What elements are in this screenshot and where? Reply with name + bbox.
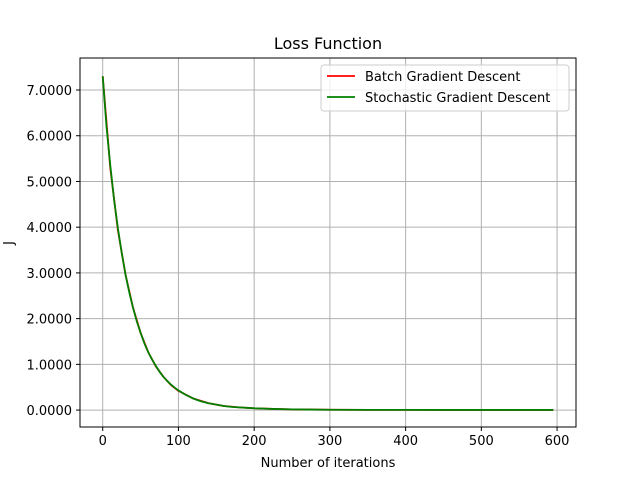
series-line-0 [101,76,554,411]
plot-frame [79,57,577,428]
y-tick-label: 4.0000 [27,221,73,236]
series-line-1 [101,76,554,411]
x-axis-label: Number of iterations [261,456,396,471]
x-tick-label: 600 [545,434,570,449]
y-axis: 0.0000 1.0000 2.0000 3.0000 4.0000 5.0000 6.00… [27,84,80,419]
y-axis-label: J [2,241,17,246]
x-tick-label: 100 [166,434,191,449]
y-tick-label: 3.0000 [27,267,73,282]
grid [80,58,576,427]
legend: Batch Gradient Descent Stochastic Gradien… [320,64,570,112]
chart-title: Loss Function [274,34,382,53]
legend-box [320,64,570,112]
y-tick-label: 6.0000 [27,130,73,145]
x-tick-label: 400 [393,434,418,449]
y-tick-label: 7.0000 [27,84,73,99]
x-tick-label: 500 [469,434,494,449]
y-tick-label: 2.0000 [27,313,73,328]
y-tick-label: 1.0000 [27,358,73,373]
x-tick-label: 0 [99,434,107,449]
y-tick-label: 0.0000 [27,404,73,419]
series-layer [101,76,554,411]
x-tick-label: 200 [242,434,267,449]
legend-entry-label: Stochastic Gradient Descent [365,91,550,106]
y-tick-label: 5.0000 [27,175,73,190]
x-tick-label: 300 [317,434,342,449]
legend-entry-label: Batch Gradient Descent [365,70,520,85]
x-axis: 0 100 200 300 400 500 600 [99,427,570,449]
